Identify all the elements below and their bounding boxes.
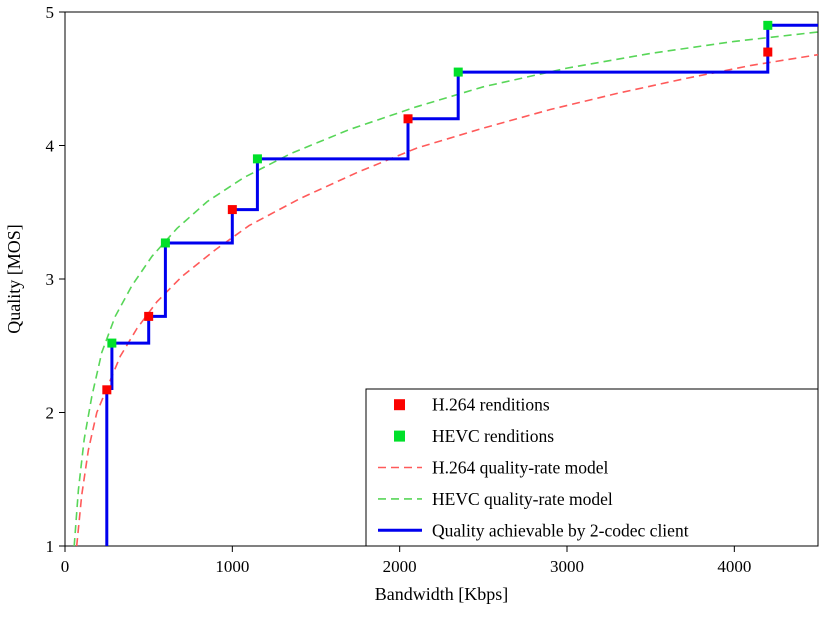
legend-label-hevc-model: HEVC quality-rate model <box>432 489 613 509</box>
legend-label-h264-model: H.264 quality-rate model <box>432 458 609 478</box>
y-tick-label: 4 <box>46 137 55 156</box>
h264-renditions-point <box>763 47 773 57</box>
x-tick-label: 3000 <box>550 557 584 576</box>
h264-renditions-point <box>403 114 413 124</box>
x-tick-label: 0 <box>61 557 70 576</box>
x-tick-label: 2000 <box>383 557 417 576</box>
legend-box <box>365 388 819 547</box>
hevc-renditions-point <box>252 154 262 164</box>
hevc-renditions-point <box>453 67 463 77</box>
x-axis-label: Bandwidth [Kbps] <box>375 584 509 604</box>
y-tick-label: 2 <box>46 404 55 423</box>
h264-renditions-point <box>144 311 154 321</box>
hevc-renditions-point <box>160 238 170 248</box>
legend-marker-hevc-renditions <box>394 430 405 442</box>
x-tick-label: 4000 <box>717 557 751 576</box>
hevc-renditions-point <box>107 338 117 348</box>
hevc-model-line <box>73 31 819 547</box>
h264-renditions-point <box>227 205 237 215</box>
hevc-renditions-point <box>763 20 773 30</box>
y-axis-label: Quality [MOS] <box>4 224 24 334</box>
legend-label-two-codec-client: Quality achievable by 2-codec client <box>432 520 689 540</box>
legend-label-h264-renditions: H.264 renditions <box>432 395 550 415</box>
y-tick-label: 5 <box>46 3 55 22</box>
x-tick-label: 1000 <box>215 557 249 576</box>
legend: H.264 renditions HEVC renditions H.264 qua… <box>365 388 819 547</box>
y-tick-label: 3 <box>46 270 55 289</box>
legend-marker-h264-renditions <box>394 399 405 411</box>
legend-label-hevc-renditions: HEVC renditions <box>432 426 554 446</box>
y-tick-label: 1 <box>46 537 55 556</box>
h264-renditions-point <box>102 385 112 395</box>
